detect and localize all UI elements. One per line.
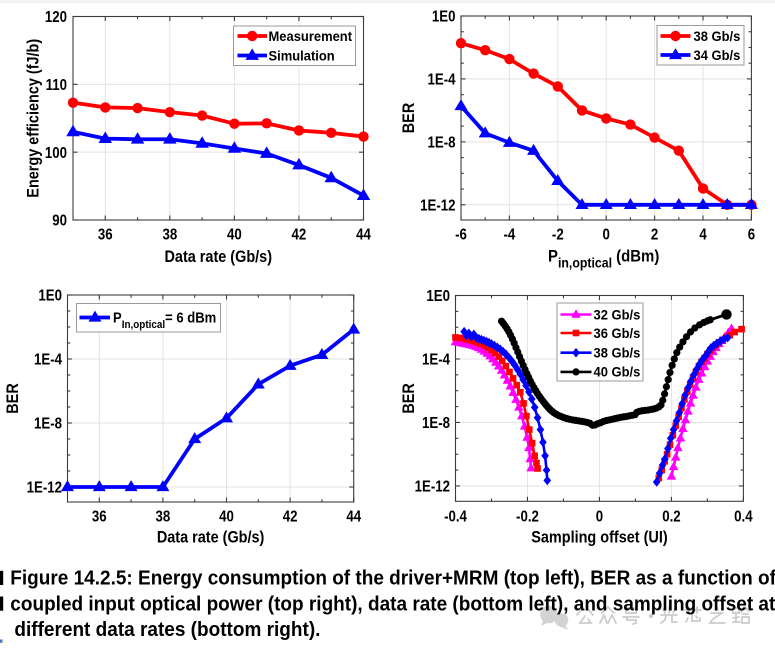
svg-text:110: 110: [46, 77, 67, 94]
svg-text:0: 0: [603, 226, 610, 243]
svg-text:-6: -6: [455, 226, 467, 243]
svg-text:BER: BER: [4, 383, 22, 414]
svg-text:1E0: 1E0: [38, 288, 62, 305]
svg-text:100: 100: [45, 145, 67, 162]
svg-text:120: 120: [45, 9, 67, 26]
svg-text:Data rate (Gb/s): Data rate (Gb/s): [157, 528, 265, 546]
svg-text:42: 42: [283, 508, 298, 525]
svg-text:BER: BER: [400, 383, 418, 414]
svg-text:38 Gb/s: 38 Gb/s: [594, 345, 641, 360]
svg-text:34 Gb/s: 34 Gb/s: [694, 47, 741, 62]
svg-text:-4: -4: [504, 226, 517, 243]
svg-text:32 Gb/s: 32 Gb/s: [594, 307, 641, 322]
svg-text:1E-8: 1E-8: [34, 416, 62, 433]
svg-text:36: 36: [98, 226, 113, 243]
svg-text:40: 40: [219, 508, 234, 525]
svg-text:36 Gb/s: 36 Gb/s: [594, 325, 641, 340]
svg-text:Simulation: Simulation: [269, 48, 335, 63]
svg-text:38 Gb/s: 38 Gb/s: [694, 28, 741, 43]
svg-text:coupled input optical power (t: coupled input optical power (top right),…: [10, 593, 775, 616]
svg-text:Energy efficiency (fJ/b): Energy efficiency (fJ/b): [24, 39, 42, 198]
svg-text:Measurement: Measurement: [269, 28, 353, 43]
svg-text:40: 40: [227, 226, 242, 243]
svg-text:1E-4: 1E-4: [34, 352, 63, 369]
svg-text:1E0: 1E0: [426, 288, 450, 305]
svg-text:0.4: 0.4: [734, 508, 753, 525]
svg-text:1E-8: 1E-8: [422, 415, 450, 432]
svg-text:0: 0: [596, 508, 603, 525]
svg-text:Data rate (Gb/s): Data rate (Gb/s): [164, 248, 272, 266]
svg-text:40 Gb/s: 40 Gb/s: [594, 364, 641, 379]
svg-text:4: 4: [699, 226, 707, 243]
svg-text:42: 42: [292, 226, 307, 243]
svg-text:-2: -2: [552, 226, 564, 243]
svg-text:38: 38: [162, 226, 177, 243]
svg-text:BER: BER: [400, 102, 418, 133]
svg-text:Sampling offset (UI): Sampling offset (UI): [531, 528, 667, 546]
svg-text:2: 2: [651, 226, 658, 243]
svg-text:different data rates (bottom r: different data rates (bottom right).: [14, 619, 320, 642]
svg-text:-0.2: -0.2: [516, 508, 539, 525]
svg-text:6: 6: [748, 226, 755, 243]
svg-text:44: 44: [346, 508, 362, 525]
svg-text:1E-12: 1E-12: [27, 480, 62, 497]
svg-text:36: 36: [92, 508, 107, 525]
svg-text:0.2: 0.2: [662, 508, 680, 525]
svg-text:1E-12: 1E-12: [420, 197, 455, 214]
svg-text:-0.4: -0.4: [444, 508, 468, 525]
svg-text:1E-4: 1E-4: [422, 352, 451, 369]
svg-text:44: 44: [356, 226, 372, 243]
svg-text:90: 90: [52, 213, 67, 230]
svg-text:Figure 14.2.5: Energy consumpt: Figure 14.2.5: Energy consumption of the…: [10, 567, 775, 590]
svg-text:1E-8: 1E-8: [427, 134, 455, 151]
svg-text:1E-4: 1E-4: [427, 71, 456, 88]
svg-text:1E-12: 1E-12: [415, 478, 450, 495]
svg-text:1E0: 1E0: [432, 9, 456, 26]
svg-text:38: 38: [156, 508, 171, 525]
